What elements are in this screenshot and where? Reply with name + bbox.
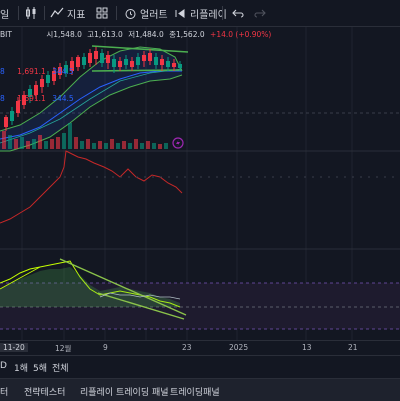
indicators-icon (50, 7, 64, 18)
change-value: +14.0 (+0.90%) (210, 30, 272, 39)
interval-label: 일 (0, 9, 10, 21)
indicator-value: 1,691.1 (17, 67, 46, 76)
indicator-extra: 344.5 (52, 94, 74, 103)
tab-replay-trading[interactable]: 리플레이 트레이딩 패널 (80, 388, 169, 398)
timeframe-button[interactable]: D (0, 361, 7, 371)
indicator-legend-row: 8 1,691.1 344.5 (0, 94, 74, 103)
redo-icon (254, 9, 266, 18)
redo-button[interactable] (254, 5, 266, 21)
interval-button[interactable]: 일 (0, 5, 9, 21)
close-value: 종1,562.0 (169, 30, 205, 39)
candlesticks (4, 47, 182, 131)
axis-tick-label: 23 (182, 343, 192, 352)
volume-bars (2, 123, 168, 149)
divergence-line[interactable] (59, 258, 187, 316)
candlestick-icon (26, 7, 36, 19)
axis-tick-label: 13 (302, 343, 312, 352)
alert-label: 얼러트 (140, 9, 168, 21)
indicator-line (0, 150, 183, 224)
toolbar-divider (222, 6, 223, 20)
ohlc-legend: BIT 시1,548.0 고1,613.0 저1,484.0 종1,562.0 … (0, 29, 271, 40)
replay-label: 리플레이 (190, 9, 227, 21)
high-value: 고1,613.0 (87, 30, 123, 39)
time-axis[interactable]: 11-20 12월 9 23 2025 13 21 (0, 340, 400, 355)
tab-strategy-tester[interactable]: 전략테스터 (24, 388, 66, 398)
timeframe-button[interactable]: 1해 (14, 364, 29, 374)
indicator-value: 1,691.1 (17, 94, 46, 103)
low-value: 저1,484.0 (128, 30, 164, 39)
indicator-extra: 344.5 (52, 67, 74, 76)
axis-tick-label: 9 (103, 343, 108, 352)
chart-area[interactable] (0, 27, 400, 340)
undo-icon (232, 9, 244, 18)
axis-cursor-label: 11-20 (0, 343, 28, 352)
toolbar-divider (44, 6, 45, 20)
symbol-label[interactable]: BIT (0, 30, 12, 39)
top-toolbar: 일 지표 얼러트 리플레이 (0, 0, 400, 27)
grid-layout-icon (96, 7, 108, 19)
alarm-clock-icon (125, 8, 136, 19)
oscillator-band (0, 283, 400, 329)
axis-tick-label: 12월 (55, 344, 72, 353)
tab-trading-panel[interactable]: 트레이딩패널 (170, 388, 220, 398)
axis-tick-label: 2025 (229, 343, 249, 352)
open-value: 시1,548.0 (46, 30, 82, 39)
layout-button[interactable] (96, 5, 108, 21)
timeframe-bar: D 1해 5해 전체 (0, 355, 400, 378)
toolbar-divider (116, 6, 117, 20)
chart-canvas[interactable] (0, 27, 400, 340)
undo-button[interactable] (232, 5, 244, 21)
indicators-label: 지표 (67, 9, 86, 21)
lightning-icon[interactable] (172, 137, 184, 149)
alert-button[interactable]: 얼러트 (124, 5, 168, 21)
toolbar-divider (18, 6, 19, 20)
oscillator-line (0, 260, 181, 308)
divergence-line[interactable] (97, 292, 185, 320)
upper-trendline[interactable] (91, 45, 189, 53)
timeframe-button[interactable]: 전체 (52, 364, 69, 374)
indicators-button[interactable]: 지표 (50, 5, 85, 21)
replay-icon (175, 8, 185, 18)
indicator-prefix: 8 (0, 94, 5, 103)
indicator-prefix: 8 (0, 67, 5, 76)
indicator-legend-row: 8 1,691.1 344.5 (0, 67, 74, 76)
lower-trendline[interactable] (91, 69, 183, 72)
axis-tick-label: 21 (348, 343, 358, 352)
tab-screener[interactable]: 터 (0, 388, 9, 398)
replay-button[interactable]: 리플레이 (174, 5, 227, 21)
candle-style-button[interactable] (24, 5, 38, 21)
timeframe-button[interactable]: 5해 (33, 364, 48, 374)
bottom-panel-tabs: 터 전략테스터 리플레이 트레이딩 패널 트레이딩패널 (0, 378, 400, 401)
